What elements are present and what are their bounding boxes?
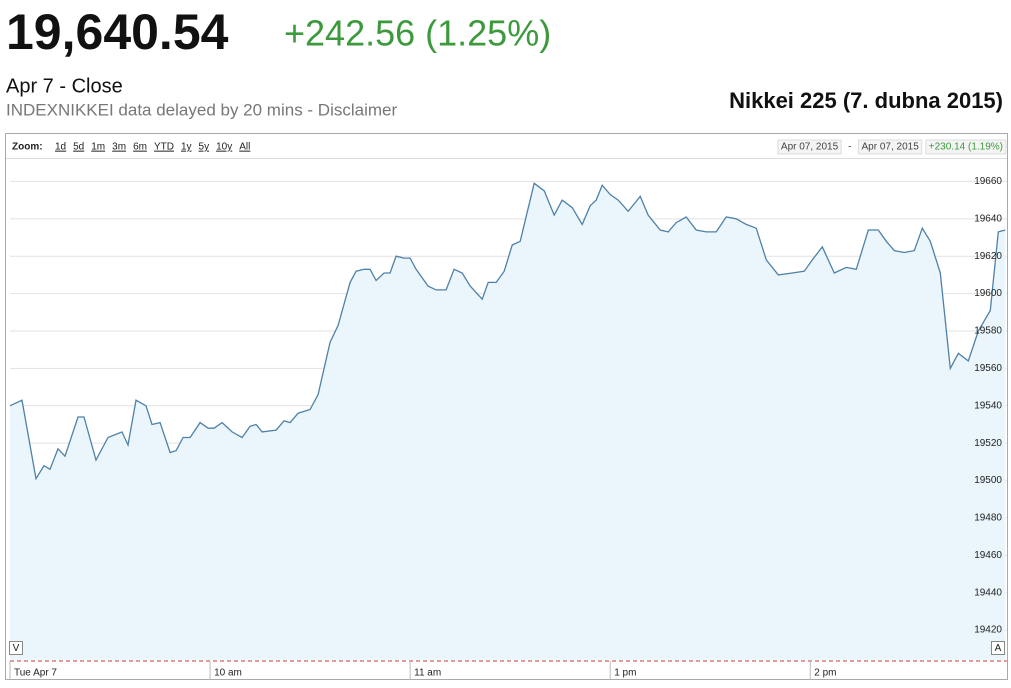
- range-change: +230.14 (1.19%): [929, 142, 1003, 153]
- price: 19,640.54: [6, 4, 229, 60]
- y-tick-label: 19460: [974, 550, 1002, 561]
- line: [9, 182, 1006, 481]
- change: +242.56 (1.25%): [284, 13, 551, 54]
- y-tick-label: 19620: [974, 251, 1002, 262]
- x-tick-label: Tue Apr 7: [14, 668, 57, 679]
- y-tick-label: 19540: [974, 400, 1002, 411]
- zoom-option[interactable]: 3m: [112, 142, 126, 153]
- zoom-option[interactable]: All: [239, 142, 250, 153]
- y-tick-label: 19660: [974, 176, 1002, 187]
- scroll-left-box[interactable]: [9, 641, 23, 655]
- chart-title: Nikkei 225 (7. dubna 2015): [729, 88, 1003, 113]
- zoom-option[interactable]: 10y: [216, 142, 232, 153]
- zoom-option[interactable]: YTD: [154, 142, 174, 153]
- zoom-label: Zoom:: [12, 142, 43, 153]
- zoom-option[interactable]: 5y: [199, 142, 210, 153]
- range-box: [777, 139, 842, 155]
- scroll-right[interactable]: A: [995, 643, 1002, 654]
- zoom-option[interactable]: 1d: [55, 142, 66, 153]
- y-tick-label: 19480: [974, 513, 1002, 524]
- zoom-option[interactable]: 1y: [181, 142, 192, 153]
- zoom-option[interactable]: 1m: [91, 142, 105, 153]
- area: [10, 183, 1006, 661]
- range-separator: -: [848, 142, 851, 153]
- y-tick-label: 19500: [974, 475, 1002, 486]
- y-tick-label: 19600: [974, 288, 1002, 299]
- x-tick-label: 10 am: [214, 668, 242, 679]
- y-tick-label: 19560: [974, 363, 1002, 374]
- x-tick-label: 11 am: [414, 668, 441, 679]
- y-tick-label: 19520: [974, 438, 1002, 449]
- y-tick-label: 19440: [974, 587, 1002, 598]
- zoom-option[interactable]: 5d: [73, 142, 84, 153]
- range-start: Apr 07, 2015: [781, 142, 839, 153]
- x-tick-label: 2 pm: [814, 668, 836, 679]
- status: Apr 7 - Close: [6, 75, 123, 97]
- range-box: [925, 139, 1007, 155]
- zoom-option[interactable]: 6m: [133, 142, 147, 153]
- scroll-right-box[interactable]: [991, 641, 1005, 655]
- range-box: [858, 139, 923, 155]
- x-tick-label: 1 pm: [614, 668, 636, 679]
- range-end: Apr 07, 2015: [862, 142, 920, 153]
- disclaimer: INDEXNIKKEI data delayed by 20 mins - Di…: [6, 100, 397, 119]
- y-tick-label: 19580: [974, 326, 1002, 337]
- y-tick-label: 19420: [974, 625, 1002, 636]
- y-tick-label: 19640: [974, 213, 1002, 224]
- scroll-left[interactable]: V: [13, 643, 20, 654]
